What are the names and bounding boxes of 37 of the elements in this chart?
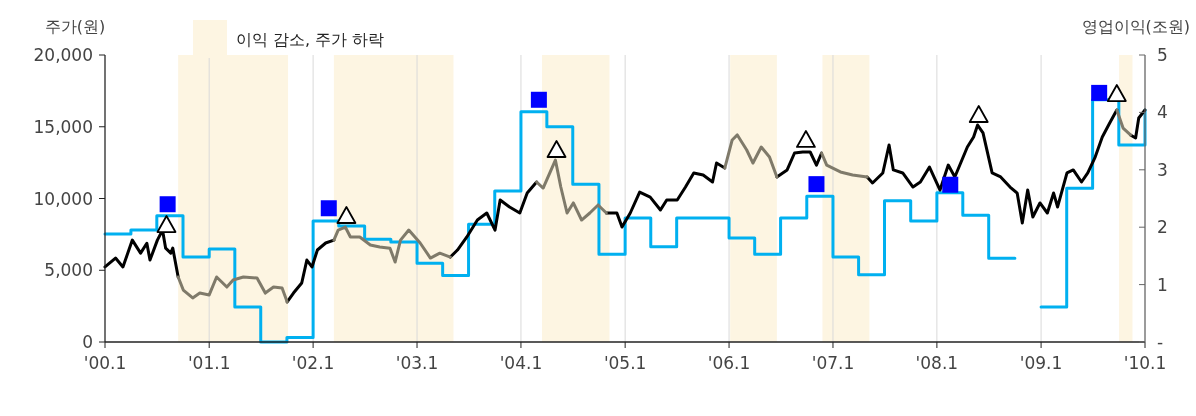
point — [968, 105, 989, 123]
point — [320, 200, 337, 217]
point — [530, 91, 547, 108]
y-axis-title: 주가(원) — [44, 17, 106, 36]
y2-tick-label: - — [1157, 332, 1164, 352]
y2-tick-label: 2 — [1157, 217, 1168, 238]
y-tick-label: 5,000 — [44, 260, 93, 281]
point — [942, 176, 959, 193]
y2-tick-label: 3 — [1157, 159, 1168, 180]
x-tick-label: '01.1 — [187, 353, 231, 373]
x-tick-label: '10.1 — [1123, 353, 1167, 373]
point — [1091, 84, 1108, 101]
legend-label: 이익 감소, 주가 하락 — [236, 30, 385, 49]
point — [159, 196, 176, 213]
y-tick-label: 15,000 — [33, 116, 93, 137]
x-tick-label: '08.1 — [915, 353, 959, 373]
y2-tick-label: 4 — [1157, 102, 1168, 123]
y2-tick-label: 1 — [1157, 274, 1168, 295]
y-tick-label: 20,000 — [33, 45, 93, 65]
x-tick-label: '07.1 — [811, 353, 855, 373]
point — [336, 206, 357, 224]
point — [808, 176, 825, 193]
point — [546, 140, 567, 158]
x-tick-label: '05.1 — [603, 353, 647, 373]
point — [156, 215, 177, 233]
point — [796, 130, 816, 148]
x-tick-label: '00.1 — [83, 353, 127, 373]
y-tick-label: 0 — [82, 332, 93, 352]
x-tick-label: '09.1 — [1019, 353, 1063, 373]
x-tick-label: '06.1 — [707, 353, 751, 373]
x-tick-label: '03.1 — [395, 353, 439, 373]
y2-tick-label: 5 — [1157, 45, 1168, 65]
y-tick-label: 10,000 — [33, 188, 93, 209]
y2-axis-title: 영업이익(조원) — [1081, 17, 1190, 36]
x-tick-label: '02.1 — [291, 353, 335, 373]
point — [1106, 84, 1127, 102]
x-tick-label: '04.1 — [499, 353, 543, 373]
